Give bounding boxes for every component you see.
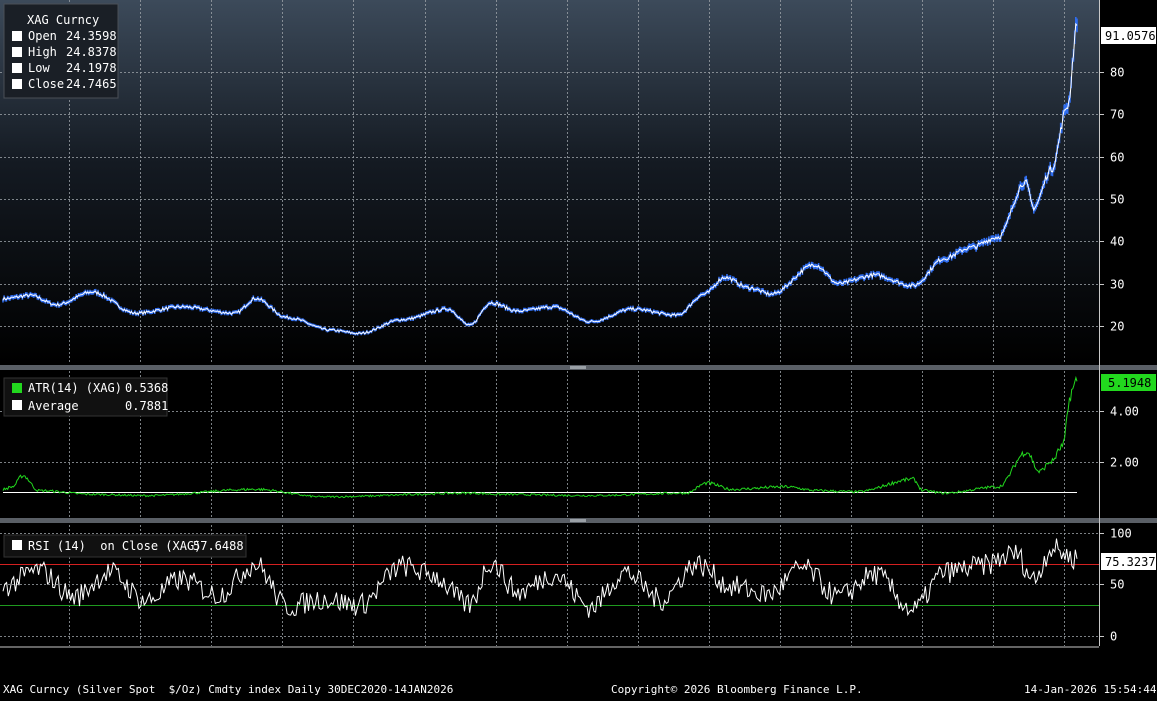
rsi-last-label-text: 75.3237 bbox=[1105, 555, 1156, 569]
price-tick-label-60: 60 bbox=[1110, 151, 1124, 165]
high-value: 24.8378 bbox=[66, 45, 117, 59]
open-swatch bbox=[12, 31, 22, 41]
high-swatch bbox=[12, 47, 22, 57]
price-legend-title: XAG Curncy bbox=[27, 13, 99, 27]
atr-value: 0.5368 bbox=[125, 381, 168, 395]
footer-copyright: Copyright© 2026 Bloomberg Finance L.P. bbox=[611, 683, 863, 696]
rsi-last-label: 75.3237 bbox=[1101, 553, 1156, 570]
rsi-legend: RSI (14) on Close (XAG) 57.6488 bbox=[3, 534, 247, 558]
rsi-line bbox=[2, 538, 1078, 618]
average-swatch bbox=[12, 400, 22, 410]
price-last-label-bg bbox=[1101, 27, 1156, 44]
low-label: Low bbox=[28, 61, 50, 75]
open-value: 24.3598 bbox=[66, 29, 117, 43]
atr-last-label: 5.1948 bbox=[1101, 374, 1156, 391]
separator-grip-2[interactable] bbox=[570, 519, 586, 522]
rsi-tick-label-0: 0 bbox=[1110, 630, 1117, 644]
open-label: Open bbox=[28, 29, 57, 43]
price-line bbox=[2, 22, 1078, 335]
atr-last-label-text: 5.1948 bbox=[1108, 376, 1151, 390]
atr-label: ATR(14) (XAG) bbox=[28, 381, 122, 395]
atr-legend-box bbox=[3, 377, 168, 417]
price-tick-label-80: 80 bbox=[1110, 66, 1124, 80]
price-last-label-text: 91.0576 bbox=[1105, 29, 1156, 43]
rsi-legend-box bbox=[3, 534, 247, 558]
price-legend: XAG Curncy Open 24.3598 High 24.8378 Low… bbox=[3, 3, 119, 99]
price-panel-background bbox=[0, 0, 1099, 364]
atr-swatch bbox=[12, 383, 22, 393]
atr-tick-label-2.00: 2.00 bbox=[1110, 456, 1139, 470]
high-label: High bbox=[28, 45, 57, 59]
rsi-value: 57.6488 bbox=[193, 539, 244, 553]
average-label: Average bbox=[28, 399, 79, 413]
low-value: 24.1978 bbox=[66, 61, 117, 75]
separator-grip-1[interactable] bbox=[570, 366, 586, 369]
rsi-label: RSI (14) on Close (XAG) bbox=[28, 539, 201, 553]
atr-tick-label-4.00: 4.00 bbox=[1110, 405, 1139, 419]
close-label: Close bbox=[28, 77, 64, 91]
price-tick-label-50: 50 bbox=[1110, 193, 1124, 207]
price-last-label: 91.0576 bbox=[1101, 27, 1156, 44]
rsi-tick-label-50: 50 bbox=[1110, 578, 1124, 592]
atr-legend: ATR(14) (XAG) 0.5368 Average 0.7881 bbox=[3, 377, 168, 417]
x-axis-band bbox=[0, 646, 1157, 681]
footer-description: XAG Curncy (Silver Spot $/Oz) Cmdty inde… bbox=[3, 683, 453, 696]
price-tick-label-40: 40 bbox=[1110, 235, 1124, 249]
rsi-last-label-bg bbox=[1101, 553, 1156, 570]
close-value: 24.7465 bbox=[66, 77, 117, 91]
close-swatch bbox=[12, 79, 22, 89]
price-tick-label-30: 30 bbox=[1110, 278, 1124, 292]
price-tick-label-20: 20 bbox=[1110, 320, 1124, 334]
atr-line bbox=[2, 375, 1078, 499]
footer-bar bbox=[0, 681, 1157, 697]
low-swatch bbox=[12, 63, 22, 73]
rsi-tick-label-100: 100 bbox=[1110, 527, 1132, 541]
price-tick-label-70: 70 bbox=[1110, 108, 1124, 122]
price-legend-box bbox=[3, 3, 119, 99]
rsi-swatch bbox=[12, 540, 22, 550]
atr-last-label-bg bbox=[1101, 374, 1156, 391]
average-value: 0.7881 bbox=[125, 399, 168, 413]
footer-timestamp: 14-Jan-2026 15:54:44 bbox=[1024, 683, 1157, 696]
